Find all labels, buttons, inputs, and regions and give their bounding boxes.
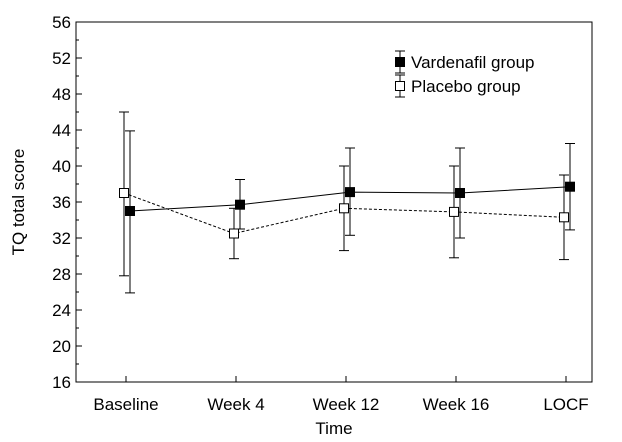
data-point [455,188,465,198]
y-tick-label: 40 [52,157,71,176]
y-tick-label: 48 [52,85,71,104]
y-tick-label: 52 [52,49,71,68]
data-point [559,212,569,223]
x-axis: Baseline Week 4 Week 12 Week 16 LOCF [93,376,589,414]
y-tick-label: 20 [52,337,71,356]
series-placebo [119,111,569,277]
y-tick-label: 32 [52,229,71,248]
y-tick-label: 28 [52,265,71,284]
y-tick-label: 16 [52,373,71,392]
legend-marker [395,57,405,67]
y-axis: 16 20 24 28 32 36 40 44 48 52 56 [52,13,82,392]
data-point [229,228,239,239]
data-point [449,206,459,217]
data-point [125,206,135,216]
series-layer [119,111,575,294]
legend-item-vardenafil: Vardenafil group [395,50,535,74]
y-tick-label: 36 [52,193,71,212]
data-point [345,187,355,198]
x-tick-label: Week 16 [423,395,490,414]
x-tick-label: Baseline [93,395,158,414]
data-point [565,181,575,192]
legend: Vardenafil group Placebo group [395,50,535,98]
x-tick-label: Week 4 [207,395,264,414]
data-point [119,188,129,198]
legend-item-placebo: Placebo group [395,74,521,98]
y-tick-label: 56 [52,13,71,32]
series-vardenafil [125,130,575,294]
y-tick-label: 24 [52,301,71,320]
y-axis-title: TQ total score [9,149,28,256]
plot-frame [75,21,593,383]
x-axis-title: Time [315,419,352,438]
data-point [235,199,245,210]
data-point [339,203,349,214]
x-tick-label: Week 12 [313,395,380,414]
legend-label: Vardenafil group [411,53,535,72]
legend-marker [395,81,405,91]
x-tick-label: LOCF [543,395,588,414]
legend-label: Placebo group [411,77,521,96]
y-tick-label: 44 [52,121,71,140]
